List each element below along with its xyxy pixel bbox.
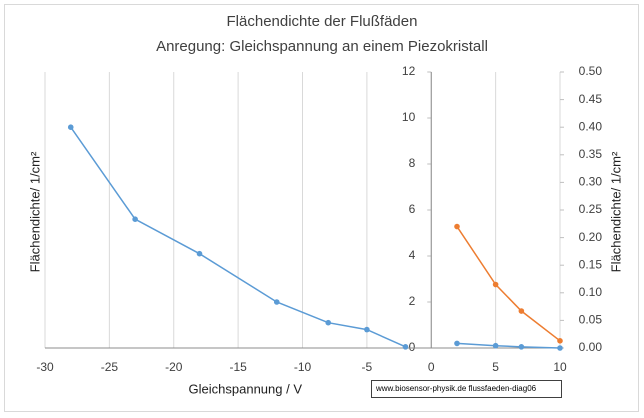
y2-tick-label: 0.00: [579, 340, 603, 354]
y2-tick-label: 0.10: [579, 285, 603, 299]
data-point: [364, 326, 370, 333]
y-tick-label: 4: [409, 248, 416, 262]
chart-frame: [4, 4, 639, 412]
series-line: [456, 226, 561, 342]
data-point: [492, 281, 499, 288]
annotation-box: [371, 380, 562, 398]
data-point: [196, 250, 203, 257]
y-axis-title: Flächendichte/ 1/cm²: [27, 151, 42, 272]
chart-subtitle: Anregung: Gleichspannung an einem Piezok…: [156, 38, 488, 55]
data-point: [325, 319, 332, 326]
data-point: [454, 340, 460, 347]
x-tick-label: -10: [294, 360, 312, 374]
y-tick-label: 12: [402, 64, 416, 78]
x-tick-label: -25: [101, 360, 119, 374]
y2-tick-label: 0.50: [579, 64, 603, 78]
data-point: [67, 124, 74, 130]
y2-tick-label: 0.05: [579, 313, 603, 327]
y2-axis-title: Flächendichte/ 1/cm²: [608, 151, 623, 272]
y-tick-label: 0: [409, 340, 416, 354]
y2-tick-label: 0.25: [579, 202, 603, 216]
y2-tick-label: 0.15: [579, 257, 603, 271]
y-tick-label: 2: [409, 294, 416, 308]
y2-tick-label: 0.20: [579, 230, 603, 244]
x-tick-label: 10: [553, 360, 567, 374]
data-point: [492, 342, 499, 349]
data-point: [518, 344, 525, 350]
data-point: [557, 345, 563, 351]
chart-title: Flächendichte der Flußfäden: [227, 13, 418, 30]
x-tick-label: -20: [165, 360, 183, 374]
data-point: [454, 223, 460, 230]
annotation: www.biosensor-physik.de flussfaeden-diag…: [375, 384, 537, 393]
data-point: [518, 308, 525, 314]
y-tick-label: 6: [409, 202, 416, 216]
x-tick-label: -5: [362, 360, 373, 374]
y-tick-label: 10: [402, 110, 416, 124]
y-tick-label: 8: [409, 156, 416, 170]
data-point: [557, 338, 563, 344]
y2-tick-label: 0.35: [579, 147, 603, 161]
data-point: [273, 299, 280, 305]
data-point: [132, 216, 138, 222]
x-tick-label: -30: [36, 360, 54, 374]
x-tick-label: 0: [428, 360, 435, 374]
y2-tick-label: 0.30: [579, 175, 603, 189]
y2-tick-label: 0.40: [579, 119, 603, 133]
series-line: [456, 342, 561, 349]
x-tick-label: -15: [229, 360, 247, 374]
y2-tick-label: 0.45: [579, 92, 603, 106]
x-tick-label: 5: [492, 360, 499, 374]
x-axis-title: Gleichspannung / V: [189, 381, 303, 396]
data-point: [402, 344, 409, 350]
